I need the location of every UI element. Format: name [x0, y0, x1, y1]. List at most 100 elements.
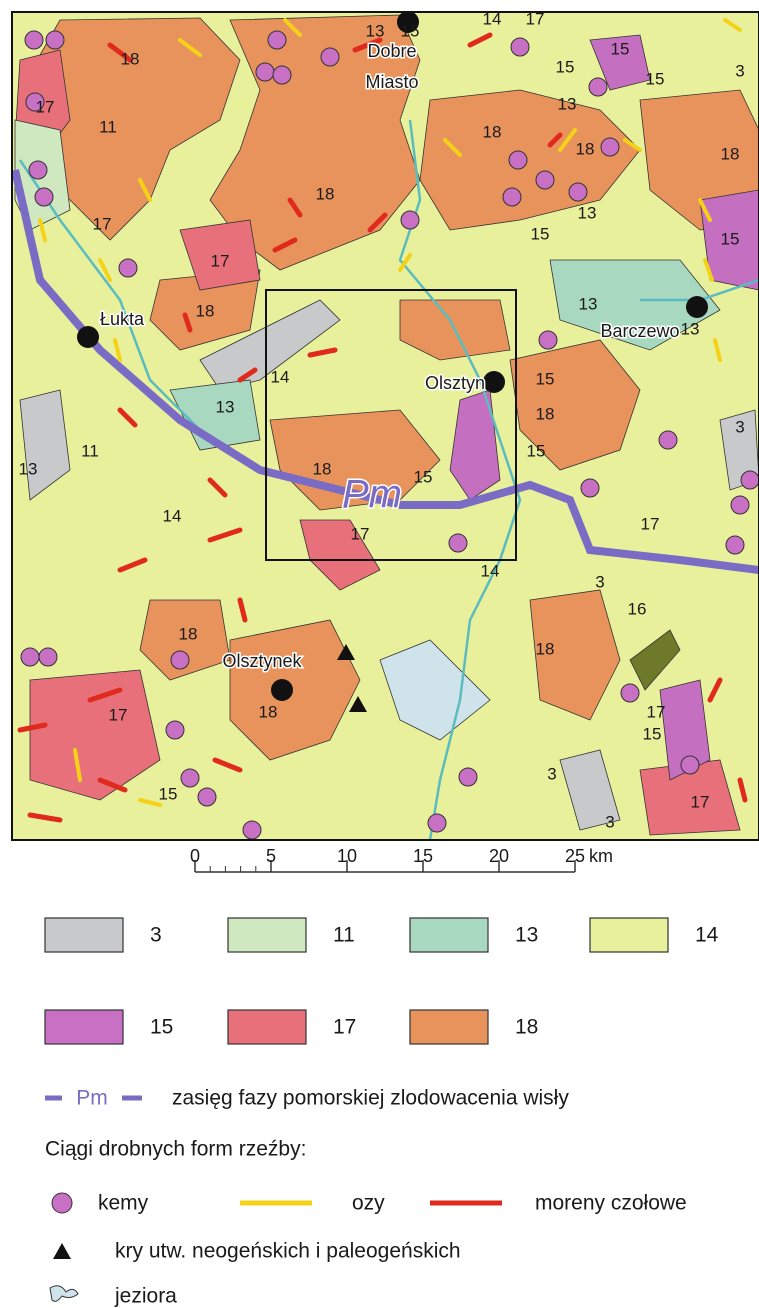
- unit-label: 17: [641, 514, 660, 533]
- unit-label: 3: [605, 812, 614, 831]
- town: [483, 371, 505, 393]
- unit-label: 13: [19, 459, 38, 478]
- scale-label: 0: [190, 846, 200, 866]
- unit-label: 15: [646, 69, 665, 88]
- page: Pm Dobre Miasto Łukta Olsztyn Barczewo Olszty…: [0, 0, 759, 1308]
- unit-label: 18: [483, 122, 502, 141]
- kem: [659, 431, 677, 449]
- place-name: Łukta: [100, 309, 145, 329]
- unit-label: 17: [109, 705, 128, 724]
- kem: [35, 188, 53, 206]
- place-name: Dobre: [367, 41, 416, 61]
- unit-label: 13: [578, 203, 597, 222]
- unit-label: 15: [531, 224, 550, 243]
- kem: [25, 31, 43, 49]
- unit-label: 18: [536, 404, 555, 423]
- kem: [509, 151, 527, 169]
- unit-label: 15: [527, 441, 546, 460]
- kem: [181, 769, 199, 787]
- legend-label: 11: [333, 924, 355, 947]
- unit-label: 17: [36, 97, 55, 116]
- scale-label: 25: [565, 846, 585, 866]
- kem: [681, 756, 699, 774]
- unit-label: 3: [735, 61, 744, 80]
- town: [686, 296, 708, 318]
- unit-label: 15: [159, 784, 178, 803]
- legend-swatch: [410, 918, 488, 952]
- legend-label: moreny czołowe: [535, 1192, 687, 1215]
- place-name: Olsztyn: [425, 373, 485, 393]
- legend-label: 14: [695, 924, 719, 947]
- kem: [256, 63, 274, 81]
- kem: [539, 331, 557, 349]
- kem: [601, 138, 619, 156]
- unit-label: 17: [647, 702, 666, 721]
- map: Pm Dobre Miasto Łukta Olsztyn Barczewo Olszty…: [12, 9, 759, 840]
- legend-kem: [52, 1193, 72, 1213]
- unit-label: 18: [313, 459, 332, 478]
- legend-swatch: [45, 918, 123, 952]
- scale-bar: 0510152025km: [190, 846, 613, 872]
- unit-label: 3: [595, 572, 604, 591]
- unit-label: 17: [93, 214, 112, 233]
- kem: [46, 31, 64, 49]
- kem: [428, 814, 446, 832]
- legend-swatch: [45, 1010, 123, 1044]
- unit-label: 14: [271, 367, 290, 386]
- unit-label: 13: [579, 294, 598, 313]
- legend-label: zasięg fazy pomorskiej zlodowacenia wisł…: [172, 1087, 569, 1110]
- scale-label: 10: [337, 846, 357, 866]
- unit-label: 11: [81, 441, 99, 460]
- kem: [321, 48, 339, 66]
- kem: [459, 768, 477, 786]
- kem: [243, 821, 261, 839]
- unit-label: 17: [211, 251, 230, 270]
- legend-label: kemy: [98, 1192, 149, 1215]
- pm-map-label: Pm: [342, 473, 402, 517]
- kem: [198, 788, 216, 806]
- scale-unit: km: [589, 846, 613, 866]
- unit-label: 15: [536, 369, 555, 388]
- unit-label: 15: [721, 229, 740, 248]
- unit-label: 18: [121, 49, 140, 68]
- legend-lake: [50, 1286, 78, 1302]
- unit-label: 16: [628, 599, 647, 618]
- unit-label: 18: [179, 624, 198, 643]
- unit-label: 15: [556, 57, 575, 76]
- kem: [731, 496, 749, 514]
- legend-label: 17: [333, 1016, 356, 1039]
- legend-floe: [53, 1243, 71, 1259]
- unit-label: 14: [163, 506, 182, 525]
- unit-label: 15: [401, 21, 420, 40]
- legend: 3111314151718Pmzasięg fazy pomorskiej zl…: [45, 918, 719, 1308]
- legend-label: 3: [150, 924, 162, 947]
- unit-label: 17: [351, 524, 370, 543]
- kem: [589, 78, 607, 96]
- unit-label: 18: [721, 144, 740, 163]
- unit-label: 18: [196, 301, 215, 320]
- place-name: Olsztynek: [222, 651, 302, 671]
- kem: [268, 31, 286, 49]
- kem: [621, 684, 639, 702]
- kem: [536, 171, 554, 189]
- kem: [273, 66, 291, 84]
- kem: [119, 259, 137, 277]
- legend-label: ozy: [352, 1192, 385, 1215]
- kem: [401, 211, 419, 229]
- town: [77, 326, 99, 348]
- legend-swatch: [228, 918, 306, 952]
- unit-label: 17: [691, 792, 710, 811]
- legend-swatch: [228, 1010, 306, 1044]
- place-name: Barczewo: [600, 321, 679, 341]
- legend-label: 15: [150, 1016, 173, 1039]
- legend-pm-symbol: Pm: [76, 1087, 108, 1110]
- legend-swatch: [410, 1010, 488, 1044]
- kem: [511, 38, 529, 56]
- unit-label: 18: [536, 639, 555, 658]
- kem: [503, 188, 521, 206]
- place-name: Miasto: [365, 72, 418, 92]
- kem: [581, 479, 599, 497]
- unit-label: 14: [481, 561, 500, 580]
- unit-label: 18: [259, 702, 278, 721]
- unit-label: 3: [735, 417, 744, 436]
